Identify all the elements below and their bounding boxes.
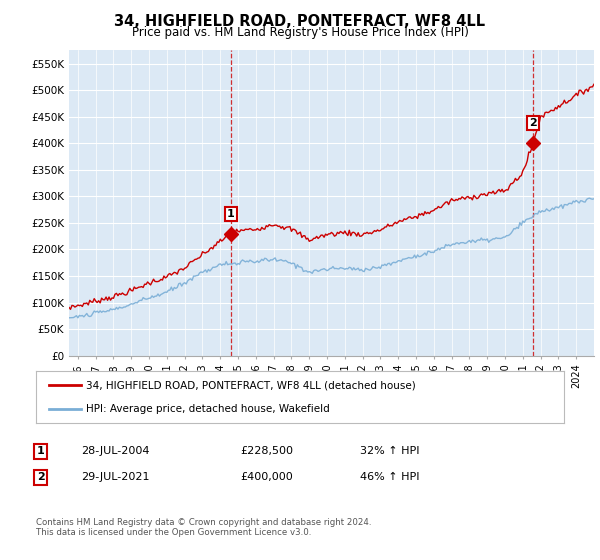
Text: 32% ↑ HPI: 32% ↑ HPI [360, 446, 419, 456]
Text: 2: 2 [37, 472, 44, 482]
Text: £228,500: £228,500 [240, 446, 293, 456]
Text: 28-JUL-2004: 28-JUL-2004 [81, 446, 149, 456]
Text: Price paid vs. HM Land Registry's House Price Index (HPI): Price paid vs. HM Land Registry's House … [131, 26, 469, 39]
Text: 34, HIGHFIELD ROAD, PONTEFRACT, WF8 4LL (detached house): 34, HIGHFIELD ROAD, PONTEFRACT, WF8 4LL … [86, 380, 416, 390]
Text: HPI: Average price, detached house, Wakefield: HPI: Average price, detached house, Wake… [86, 404, 330, 414]
Text: 1: 1 [227, 209, 235, 220]
Text: 34, HIGHFIELD ROAD, PONTEFRACT, WF8 4LL: 34, HIGHFIELD ROAD, PONTEFRACT, WF8 4LL [115, 14, 485, 29]
Text: 46% ↑ HPI: 46% ↑ HPI [360, 472, 419, 482]
Text: 29-JUL-2021: 29-JUL-2021 [81, 472, 149, 482]
Text: 1: 1 [37, 446, 44, 456]
Text: Contains HM Land Registry data © Crown copyright and database right 2024.
This d: Contains HM Land Registry data © Crown c… [36, 518, 371, 538]
Text: £400,000: £400,000 [240, 472, 293, 482]
Text: 2: 2 [529, 118, 537, 128]
